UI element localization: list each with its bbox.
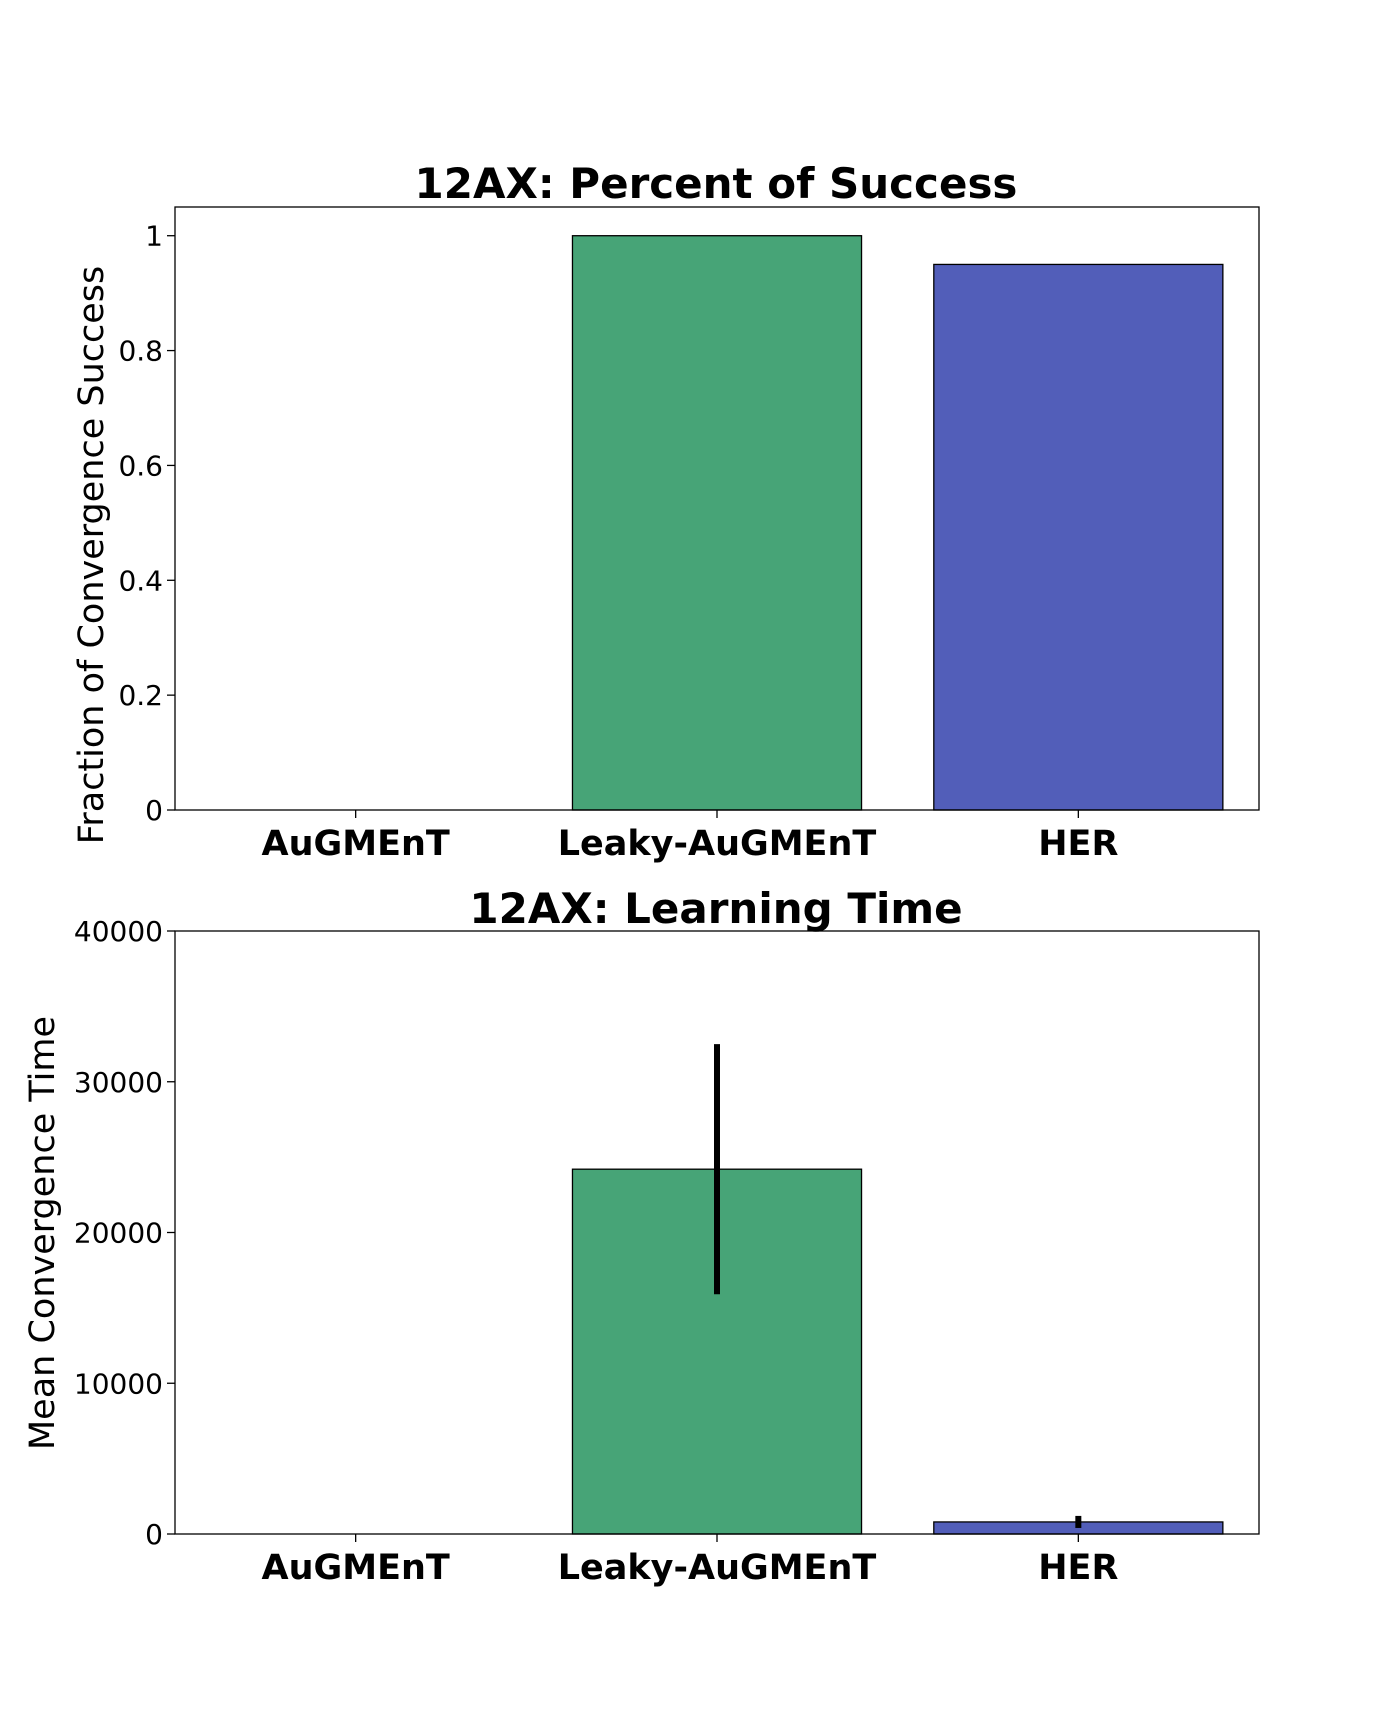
- y-tick-label: 0.8: [118, 335, 163, 368]
- y-tick-label: 0: [145, 794, 163, 827]
- y-tick-label: 30000: [74, 1066, 163, 1099]
- x-tick-label: HER: [1038, 1548, 1118, 1588]
- plot-frame: [174, 206, 1260, 811]
- bars: [571, 235, 1224, 811]
- x-ticks: AuGMEnT Leaky-AuGMEnT HER: [262, 810, 1118, 864]
- y-tick-label: 0.4: [118, 564, 163, 597]
- y-ticks: 0 10000 20000 30000 40000: [74, 915, 175, 1551]
- x-tick-label: HER: [1038, 824, 1118, 864]
- x-ticks: AuGMEnT Leaky-AuGMEnT HER: [262, 1534, 1118, 1588]
- bar-her: [933, 263, 1224, 811]
- bar-leaky-augment: [571, 235, 863, 811]
- y-tick-label: 20000: [74, 1217, 163, 1250]
- plot-frame: [174, 930, 1260, 1535]
- y-axis-label: Mean Convergence Time: [23, 1016, 63, 1450]
- y-axis-label: Fraction of Convergence Success: [72, 266, 112, 844]
- chart-title: 12AX: Learning Time: [469, 884, 962, 933]
- y-tick-label: 0.2: [118, 679, 163, 712]
- bars: [571, 1168, 1224, 1535]
- x-tick-label: AuGMEnT: [262, 824, 450, 864]
- x-tick-label: Leaky-AuGMEnT: [558, 824, 877, 864]
- chart-title: 12AX: Percent of Success: [415, 159, 1018, 208]
- chart-success: 12AX: Percent of Success Fraction of Con…: [72, 159, 1260, 864]
- x-tick-label: AuGMEnT: [262, 1548, 450, 1588]
- y-tick-label: 0.6: [118, 449, 163, 482]
- y-tick-label: 0: [145, 1518, 163, 1551]
- chart-learning-time: 12AX: Learning Time Mean Convergence Tim…: [23, 884, 1260, 1588]
- x-tick-label: Leaky-AuGMEnT: [558, 1548, 877, 1588]
- error-bars: [714, 1044, 1082, 1528]
- y-tick-label: 10000: [74, 1367, 163, 1400]
- y-ticks: 0 0.2 0.4 0.6 0.8 1: [118, 220, 175, 827]
- y-tick-label: 40000: [74, 915, 163, 948]
- y-tick-label: 1: [145, 220, 163, 253]
